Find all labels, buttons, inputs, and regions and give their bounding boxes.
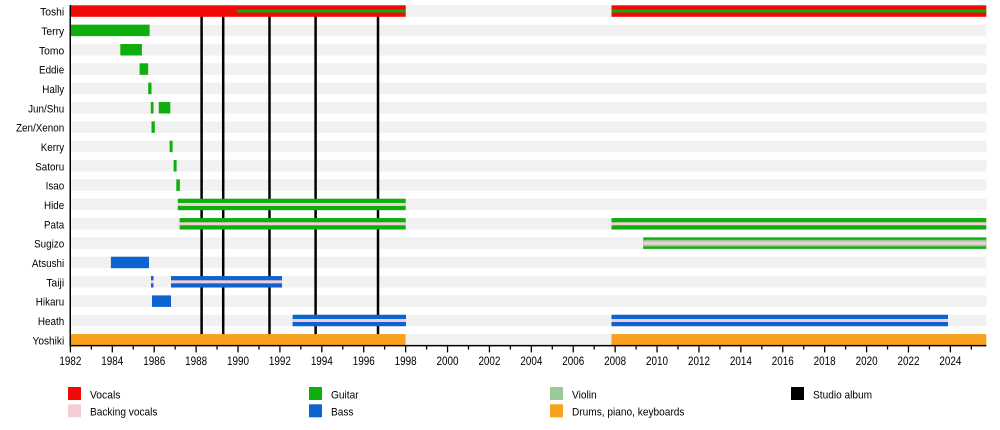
svg-text:1998: 1998 (395, 354, 417, 368)
svg-text:2004: 2004 (520, 354, 542, 368)
svg-text:1986: 1986 (143, 354, 165, 368)
svg-text:Guitar: Guitar (331, 389, 359, 401)
svg-text:Yoshiki: Yoshiki (33, 335, 65, 347)
svg-text:2014: 2014 (730, 354, 752, 368)
svg-text:Vocals: Vocals (90, 389, 121, 401)
svg-text:1992: 1992 (269, 354, 291, 368)
svg-text:1984: 1984 (101, 354, 123, 368)
svg-text:Hide: Hide (44, 200, 64, 212)
svg-text:1988: 1988 (185, 354, 207, 368)
svg-text:2022: 2022 (897, 354, 919, 368)
svg-text:Drums, piano, keyboards: Drums, piano, keyboards (572, 407, 685, 419)
svg-text:2024: 2024 (939, 354, 961, 368)
svg-text:1996: 1996 (353, 354, 375, 368)
svg-text:2006: 2006 (562, 354, 584, 368)
svg-text:2010: 2010 (646, 354, 668, 368)
svg-text:Bass: Bass (331, 407, 354, 419)
svg-text:Tomo: Tomo (39, 45, 64, 57)
svg-text:Hally: Hally (42, 84, 64, 96)
svg-text:Taiji: Taiji (46, 277, 64, 289)
svg-text:2000: 2000 (437, 354, 459, 368)
svg-text:1982: 1982 (59, 354, 81, 368)
svg-text:Toshi: Toshi (40, 7, 64, 19)
svg-text:Isao: Isao (46, 181, 65, 193)
svg-text:Sugizo: Sugizo (34, 239, 64, 251)
svg-text:Heath: Heath (38, 316, 64, 328)
svg-text:2008: 2008 (604, 354, 626, 368)
svg-text:2018: 2018 (814, 354, 836, 368)
svg-text:Pata: Pata (44, 219, 64, 231)
svg-text:2020: 2020 (856, 354, 878, 368)
svg-text:Studio album: Studio album (813, 389, 872, 401)
svg-text:2016: 2016 (772, 354, 794, 368)
svg-text:2002: 2002 (478, 354, 500, 368)
svg-text:Hikaru: Hikaru (36, 297, 64, 309)
svg-text:Eddie: Eddie (39, 65, 64, 77)
svg-text:Violin: Violin (572, 389, 597, 401)
svg-text:Satoru: Satoru (35, 161, 64, 173)
svg-text:1994: 1994 (311, 354, 333, 368)
svg-text:Atsushi: Atsushi (32, 258, 64, 270)
svg-text:Jun/Shu: Jun/Shu (28, 103, 64, 115)
svg-text:1990: 1990 (227, 354, 249, 368)
svg-text:Kerry: Kerry (41, 142, 65, 154)
svg-text:Zen/Xenon: Zen/Xenon (16, 123, 64, 135)
svg-text:Terry: Terry (41, 26, 65, 38)
svg-text:2012: 2012 (688, 354, 710, 368)
svg-text:Backing vocals: Backing vocals (90, 407, 158, 419)
